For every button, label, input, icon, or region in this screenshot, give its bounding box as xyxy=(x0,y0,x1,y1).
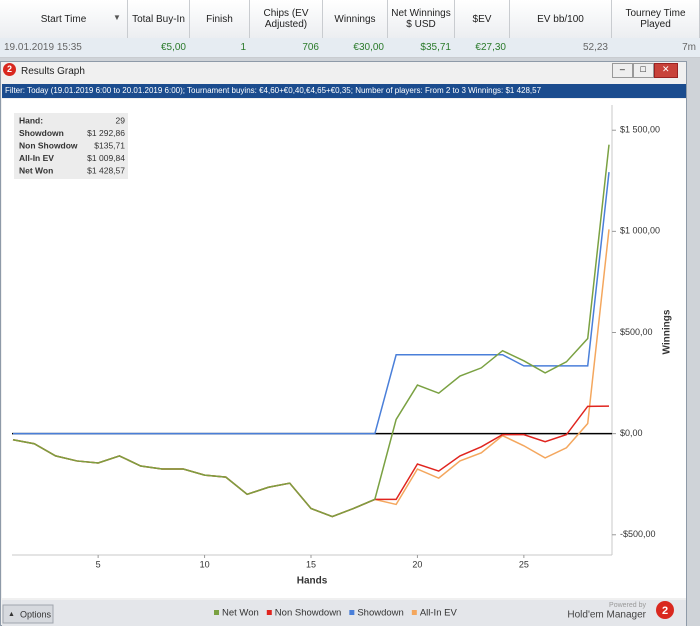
maximize-button[interactable]: □ xyxy=(632,63,654,78)
table-cell: €27,30 xyxy=(475,42,506,53)
stat-label: Net Won xyxy=(19,165,53,175)
stat-label: Non Showdow xyxy=(19,140,78,150)
stats-box xyxy=(14,113,128,179)
footer xyxy=(2,600,686,626)
table-cell: €30,00 xyxy=(353,42,384,53)
y-tick-label: -$500,00 xyxy=(620,529,656,539)
table-cell: 7m xyxy=(682,42,696,53)
options-button[interactable] xyxy=(2,604,54,624)
stat-value: $135,71 xyxy=(94,140,125,150)
column-header[interactable]: EV bb/100 xyxy=(510,0,612,38)
table-cell: 706 xyxy=(302,42,319,53)
x-tick-label: 20 xyxy=(412,559,422,569)
x-axis-label: Hands xyxy=(297,576,328,587)
legend-label: All-In EV xyxy=(420,608,458,619)
legend-swatch xyxy=(411,610,417,615)
x-tick-label: 10 xyxy=(200,559,210,569)
brand-logo xyxy=(656,601,674,619)
stat-label: Hand: xyxy=(19,115,43,125)
legend-label: Showdown xyxy=(357,608,403,619)
y-tick-label: $500,00 xyxy=(620,327,653,337)
minimize-button[interactable]: – xyxy=(612,63,633,78)
table-cell: 1 xyxy=(240,42,246,53)
series-line xyxy=(12,144,610,518)
window-title: Results Graph xyxy=(21,66,85,77)
stat-value: $1 009,84 xyxy=(87,153,125,163)
column-header[interactable]: $EV xyxy=(455,0,510,38)
stat-value: $1 428,57 xyxy=(87,165,125,175)
series-line xyxy=(13,172,610,435)
column-header[interactable]: Tourney Time Played xyxy=(612,0,700,38)
y-tick-label: $1 500,00 xyxy=(620,125,660,135)
column-header[interactable]: Winnings xyxy=(323,0,388,38)
x-tick-label: 5 xyxy=(96,559,101,569)
brand-logo-text: 2 xyxy=(662,605,668,617)
options-label: Options xyxy=(20,609,52,619)
legend-label: Net Won xyxy=(222,608,259,619)
app-icon: 2 xyxy=(3,63,16,76)
x-tick-label: 15 xyxy=(306,559,316,569)
column-header[interactable]: Total Buy-In xyxy=(128,0,190,38)
legend-swatch xyxy=(214,610,219,615)
column-header[interactable]: Chips (EV Adjusted) xyxy=(250,0,323,38)
options-arrow: ▲ xyxy=(8,611,15,618)
column-header[interactable]: Net Winnings $ USD xyxy=(388,0,455,38)
column-header[interactable]: Start Time xyxy=(0,0,128,38)
powered-by: Powered by xyxy=(609,602,646,609)
window-buttons: – □ ✕ xyxy=(612,63,678,78)
stat-value: $1 292,86 xyxy=(87,128,125,138)
table-cell: $35,71 xyxy=(420,42,451,53)
stat-label: Showdown xyxy=(19,128,64,138)
table-cell: 19.01.2019 15:35 xyxy=(4,42,82,53)
stat-value: 29 xyxy=(116,115,126,125)
legend-swatch xyxy=(349,610,355,615)
x-tick-label: 25 xyxy=(519,559,529,569)
brand: Hold'em Manager xyxy=(567,610,646,621)
table-cell: 52,23 xyxy=(582,42,608,53)
y-tick-label: $0,00 xyxy=(620,428,643,438)
column-header[interactable]: Finish xyxy=(190,0,250,38)
y-axis-label: Winnings xyxy=(662,309,673,354)
table-cell: €5,00 xyxy=(160,42,186,53)
chart-background xyxy=(2,99,686,598)
y-tick-label: $1 000,00 xyxy=(620,226,660,236)
close-button[interactable]: ✕ xyxy=(653,63,678,78)
stat-label: All-In EV xyxy=(19,153,54,163)
filter-bar[interactable]: Filter: Today (19.01.2019 6:00 to 20.01.… xyxy=(2,84,686,98)
legend-label: Non Showdown xyxy=(275,608,342,619)
legend-swatch xyxy=(266,610,272,615)
table-row[interactable] xyxy=(0,38,700,58)
sort-arrow: ▼ xyxy=(113,13,121,22)
